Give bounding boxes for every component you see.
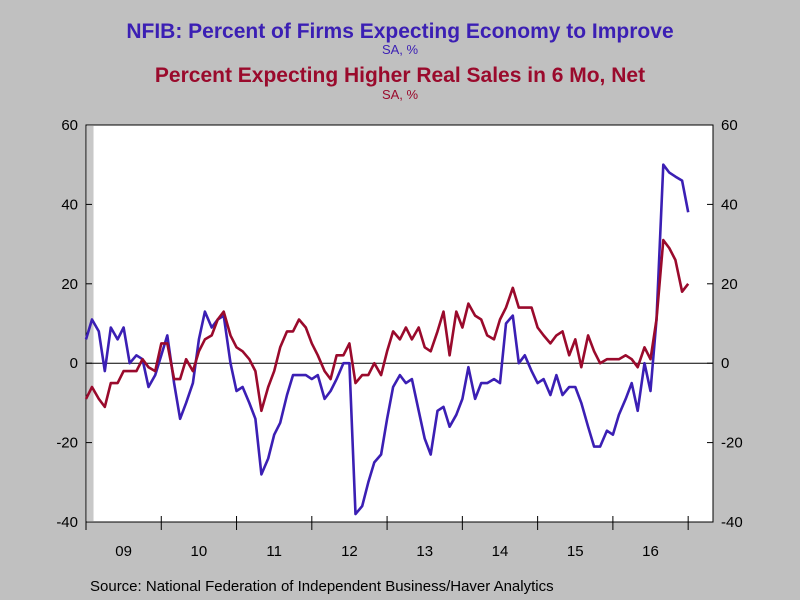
chart-title-sales: Percent Expecting Higher Real Sales in 6… [154,64,646,87]
y-tick-label-left: 20 [61,276,78,293]
y-tick-label-right: 60 [721,117,738,134]
chart-unit-economy: SA, % [381,42,419,57]
y-tick-label-right: -20 [721,435,743,452]
x-axis: 09 10 11 12 13 14 15 16 [85,516,689,560]
y-tick-label-left: 40 [61,196,78,213]
source-note: Source: National Federation of Independe… [90,578,554,595]
y-tick-label-right: 0 [721,355,729,372]
plot-area [85,124,714,523]
x-tick-label: 12 [341,543,358,560]
x-tick-label: 14 [492,543,509,560]
x-tick-label: 09 [115,543,132,560]
y-tick-label-right: 20 [721,276,738,293]
series-line-sales [84,238,690,413]
y-tick-label-left: 0 [70,355,78,372]
y-tick-label-right: 40 [721,196,738,213]
series-line-economy [84,163,690,516]
chart-title-economy: NFIB: Percent of Firms Expecting Economy… [126,20,674,43]
y-axis-left: -40 -20 0 20 40 60 [56,117,92,531]
x-tick-label: 10 [191,543,208,560]
chart-unit-sales: SA, % [381,87,419,102]
x-tick-label: 15 [567,543,584,560]
y-axis-right: -40 -20 0 20 40 60 [707,117,743,531]
x-tick-label: 11 [266,543,282,560]
x-tick-label: 16 [642,543,659,560]
x-tick-label: 13 [416,543,433,560]
y-tick-label-left: 60 [61,117,78,134]
series-group [84,163,690,516]
y-tick-label-left: -20 [56,435,78,452]
y-tick-label-right: -40 [721,514,743,531]
y-tick-label-left: -40 [56,514,78,531]
